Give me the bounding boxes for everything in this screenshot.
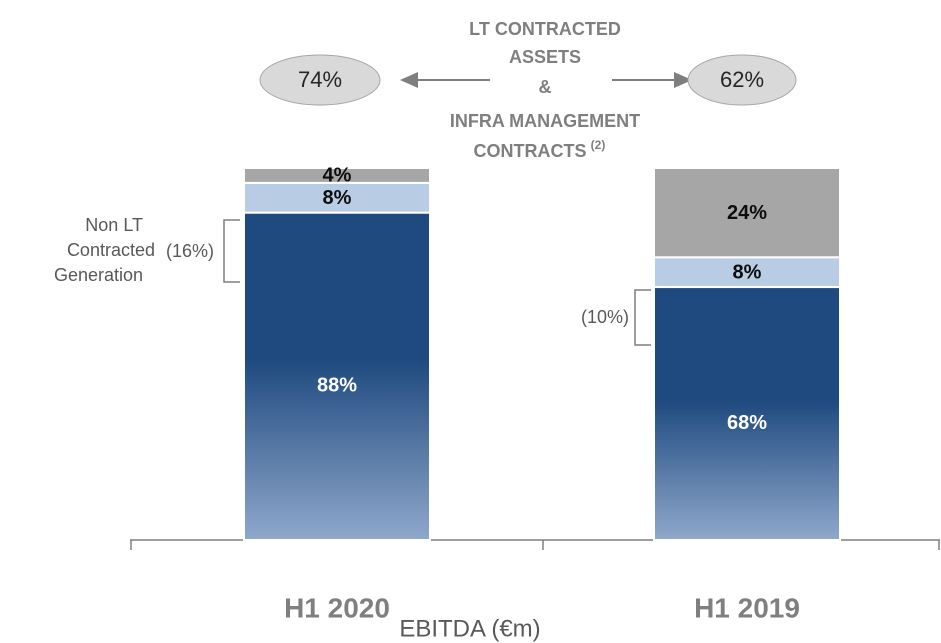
bar-segment [243, 167, 431, 184]
total-label: 62% [720, 67, 764, 92]
bracket-caption: Non LT [85, 215, 143, 235]
value-label: 88% [317, 375, 357, 397]
value-label: 4% [323, 165, 352, 187]
bracket-caption: Generation [54, 265, 143, 285]
total-bubble [259, 54, 381, 106]
center-title: LT CONTRACTED ASSETS & INFRA MANAGEMENT … [450, 19, 640, 161]
title-line: & [539, 77, 552, 97]
bar-segment [653, 167, 841, 259]
total-bubble [687, 54, 797, 106]
title-line: ASSETS [509, 47, 581, 67]
value-label: 8% [733, 261, 762, 283]
title-line: LT CONTRACTED [469, 19, 621, 39]
title-line: CONTRACTS [474, 141, 587, 161]
bar-segment [243, 211, 431, 541]
bracket-label: (10%) [581, 307, 629, 327]
value-label: 8% [323, 187, 352, 209]
bracket-label: (16%) [166, 241, 214, 261]
bracket-caption: Contracted [67, 240, 155, 260]
bar-segment [653, 256, 841, 289]
x-axis [130, 539, 940, 550]
bracket [223, 219, 240, 283]
x-tick-label: H1 2019 [694, 592, 800, 623]
bar-segment [653, 286, 841, 542]
x-axis-label: EBITDA (€m) [399, 615, 540, 642]
value-label: 24% [727, 202, 767, 224]
bracket [634, 289, 651, 346]
total-label: 74% [298, 67, 342, 92]
value-label: 68% [727, 412, 767, 434]
title-note: (2) [591, 138, 606, 152]
x-tick-label: H1 2020 [284, 592, 390, 623]
title-line: INFRA MANAGEMENT [450, 111, 640, 131]
